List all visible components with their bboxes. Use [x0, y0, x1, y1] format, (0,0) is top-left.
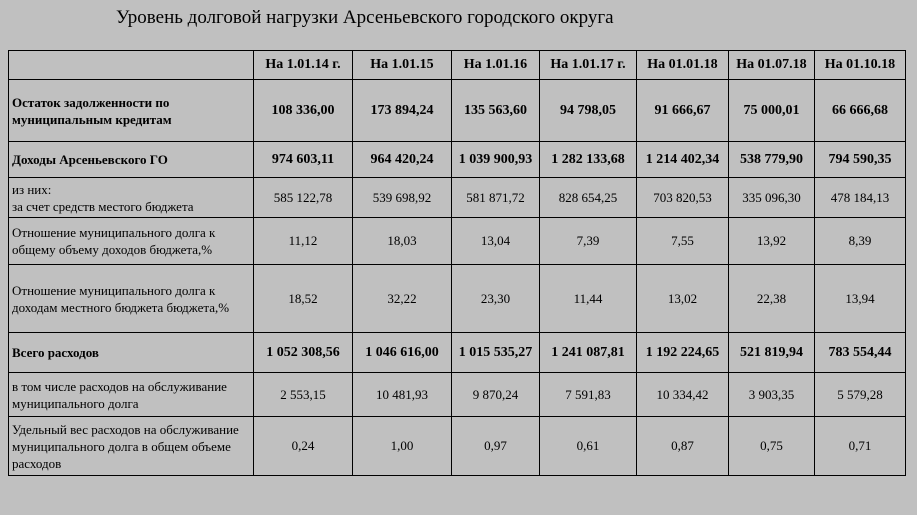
table-cell: 1 046 616,00: [352, 332, 452, 373]
table-cell: 5 579,28: [814, 372, 906, 417]
table-cell: 32,22: [352, 264, 452, 333]
table-cell: 3 903,35: [728, 372, 815, 417]
column-header: На 1.01.16: [451, 50, 540, 80]
table-cell: 703 820,53: [636, 177, 729, 218]
table-cell: 1 192 224,65: [636, 332, 729, 373]
table-cell: 7,39: [539, 217, 637, 265]
table-cell: 91 666,67: [636, 79, 729, 142]
table-cell: 794 590,35: [814, 141, 906, 178]
table-cell: 0,24: [253, 416, 353, 476]
header-corner-cell: [8, 50, 254, 80]
column-header: На 01.07.18: [728, 50, 815, 80]
table-cell: 7 591,83: [539, 372, 637, 417]
table-row: Удельный вес расходов на обслуживание му…: [8, 416, 906, 476]
table-cell: 18,52: [253, 264, 353, 333]
table-cell: 13,02: [636, 264, 729, 333]
table-cell: 135 563,60: [451, 79, 540, 142]
table-cell: 75 000,01: [728, 79, 815, 142]
table-cell: 0,87: [636, 416, 729, 476]
table-cell: 10 481,93: [352, 372, 452, 417]
table-cell: 964 420,24: [352, 141, 452, 178]
table-row: Доходы Арсеньевского ГО 974 603,11 964 4…: [8, 141, 906, 178]
table-cell: 2 553,15: [253, 372, 353, 417]
table-cell: 521 819,94: [728, 332, 815, 373]
column-header: На 1.01.15: [352, 50, 452, 80]
table-cell: 22,38: [728, 264, 815, 333]
row-label: Отношение муниципального долга к общему …: [8, 217, 254, 265]
table-cell: 0,61: [539, 416, 637, 476]
row-label: в том числе расходов на обслуживание мун…: [8, 372, 254, 417]
table-cell: 66 666,68: [814, 79, 906, 142]
table-cell: 1 241 087,81: [539, 332, 637, 373]
table-cell: 335 096,30: [728, 177, 815, 218]
table-cell: 828 654,25: [539, 177, 637, 218]
table-cell: 94 798,05: [539, 79, 637, 142]
row-label: Всего расходов: [8, 332, 254, 373]
row-label: Остаток задолженности по муниципальным к…: [8, 79, 254, 142]
table-cell: 1 015 535,27: [451, 332, 540, 373]
table-cell: 1 052 308,56: [253, 332, 353, 373]
column-header: На 1.01.14 г.: [253, 50, 353, 80]
table-cell: 1 214 402,34: [636, 141, 729, 178]
table-row: Отношение муниципального долга к доходам…: [8, 264, 906, 333]
column-header: На 01.01.18: [636, 50, 729, 80]
table-cell: 1 039 900,93: [451, 141, 540, 178]
table-row: Отношение муниципального долга к общему …: [8, 217, 906, 265]
header-row: На 1.01.14 г. На 1.01.15 На 1.01.16 На 1…: [8, 50, 906, 80]
table-cell: 10 334,42: [636, 372, 729, 417]
debt-load-table: На 1.01.14 г. На 1.01.15 На 1.01.16 На 1…: [8, 50, 906, 476]
table-cell: 581 871,72: [451, 177, 540, 218]
row-label: Удельный вес расходов на обслуживание му…: [8, 416, 254, 476]
table-cell: 1,00: [352, 416, 452, 476]
table-cell: 173 894,24: [352, 79, 452, 142]
table-cell: 539 698,92: [352, 177, 452, 218]
table-row: Всего расходов 1 052 308,56 1 046 616,00…: [8, 332, 906, 373]
table-cell: 7,55: [636, 217, 729, 265]
table-cell: 13,04: [451, 217, 540, 265]
table-cell: 8,39: [814, 217, 906, 265]
table-cell: 783 554,44: [814, 332, 906, 373]
table-cell: 13,92: [728, 217, 815, 265]
table-cell: 0,71: [814, 416, 906, 476]
column-header: На 01.10.18: [814, 50, 906, 80]
table-row: в том числе расходов на обслуживание мун…: [8, 372, 906, 417]
table-cell: 0,97: [451, 416, 540, 476]
table-cell: 974 603,11: [253, 141, 353, 178]
table-cell: 108 336,00: [253, 79, 353, 142]
table-cell: 478 184,13: [814, 177, 906, 218]
row-label: Доходы Арсеньевского ГО: [8, 141, 254, 178]
table-cell: 0,75: [728, 416, 815, 476]
row-label: из них: за счет средств местого бюджета: [8, 177, 254, 218]
table-cell: 18,03: [352, 217, 452, 265]
table-cell: 11,44: [539, 264, 637, 333]
table-cell: 1 282 133,68: [539, 141, 637, 178]
table-cell: 11,12: [253, 217, 353, 265]
table-row: Остаток задолженности по муниципальным к…: [8, 79, 906, 142]
table-cell: 13,94: [814, 264, 906, 333]
table-cell: 9 870,24: [451, 372, 540, 417]
row-label: Отношение муниципального долга к доходам…: [8, 264, 254, 333]
page-title: Уровень долговой нагрузки Арсеньевского …: [116, 7, 614, 28]
table-row: из них: за счет средств местого бюджета …: [8, 177, 906, 218]
column-header: На 1.01.17 г.: [539, 50, 637, 80]
table-cell: 585 122,78: [253, 177, 353, 218]
table-cell: 23,30: [451, 264, 540, 333]
table-cell: 538 779,90: [728, 141, 815, 178]
